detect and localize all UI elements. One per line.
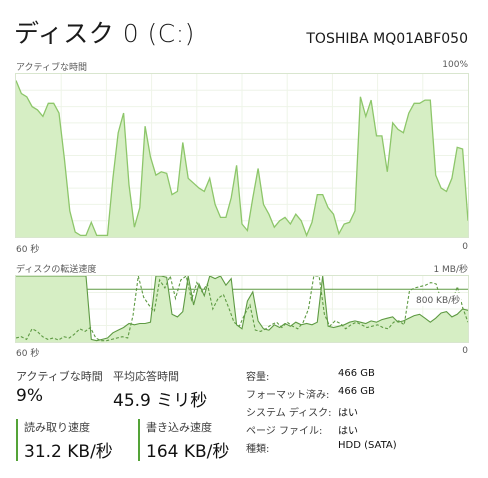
type-value: HDD (SATA) [338, 440, 397, 451]
active-time-graph-time-right: 0 [462, 242, 468, 252]
transfer-graph-label: ディスクの転送速度 [16, 265, 97, 275]
write-speed-line [16, 276, 468, 342]
system-disk-value: はい [338, 408, 358, 419]
read-speed-label: 読み取り速度 [24, 421, 90, 434]
write-speed-label: 書き込み速度 [146, 421, 212, 434]
active-time-chart [16, 74, 468, 237]
read-speed-value: 31.2 KB/秒 [24, 442, 113, 462]
write-speed-value: 164 KB/秒 [146, 442, 230, 462]
active-time-graph-label: アクティブな時間 [16, 63, 88, 73]
capacity-label: 容量: [246, 372, 270, 383]
active-time-stat-value: 9% [16, 386, 43, 406]
transfer-graph-max: 1 MB/秒 [433, 265, 468, 275]
transfer-chart [16, 276, 468, 342]
active-time-graph [15, 73, 469, 238]
active-time-graph-max: 100% [442, 60, 468, 70]
disk-model: TOSHIBA MQ01ABF050 [306, 31, 468, 47]
active-time-area [16, 80, 468, 237]
read-speed-indicator [16, 419, 18, 461]
avg-response-stat-value: 45.9 ミリ秒 [113, 391, 208, 411]
active-time-stat-label: アクティブな時間 [16, 370, 103, 383]
transfer-graph-secondary-scale: 800 KB/秒 [415, 293, 462, 306]
write-speed-indicator [138, 419, 140, 461]
page-file-value: はい [338, 426, 358, 437]
read-speed-line [16, 276, 468, 342]
avg-response-stat-label: 平均応答時間 [113, 370, 179, 383]
page-file-label: ページ ファイル: [246, 426, 323, 437]
transfer-graph-time-left: 60 秒 [16, 349, 40, 359]
read-speed-area [16, 276, 468, 342]
active-time-line [16, 80, 468, 237]
type-label: 種類: [246, 444, 270, 455]
transfer-graph [15, 275, 469, 343]
system-disk-label: システム ディスク: [246, 408, 332, 419]
disk-title: ディスク 0 (C:) [14, 19, 195, 48]
active-time-graph-time-left: 60 秒 [16, 245, 40, 255]
formatted-label: フォーマット済み: [246, 390, 330, 401]
transfer-graph-time-right: 0 [462, 346, 468, 356]
formatted-value: 466 GB [338, 386, 375, 397]
capacity-value: 466 GB [338, 368, 375, 379]
